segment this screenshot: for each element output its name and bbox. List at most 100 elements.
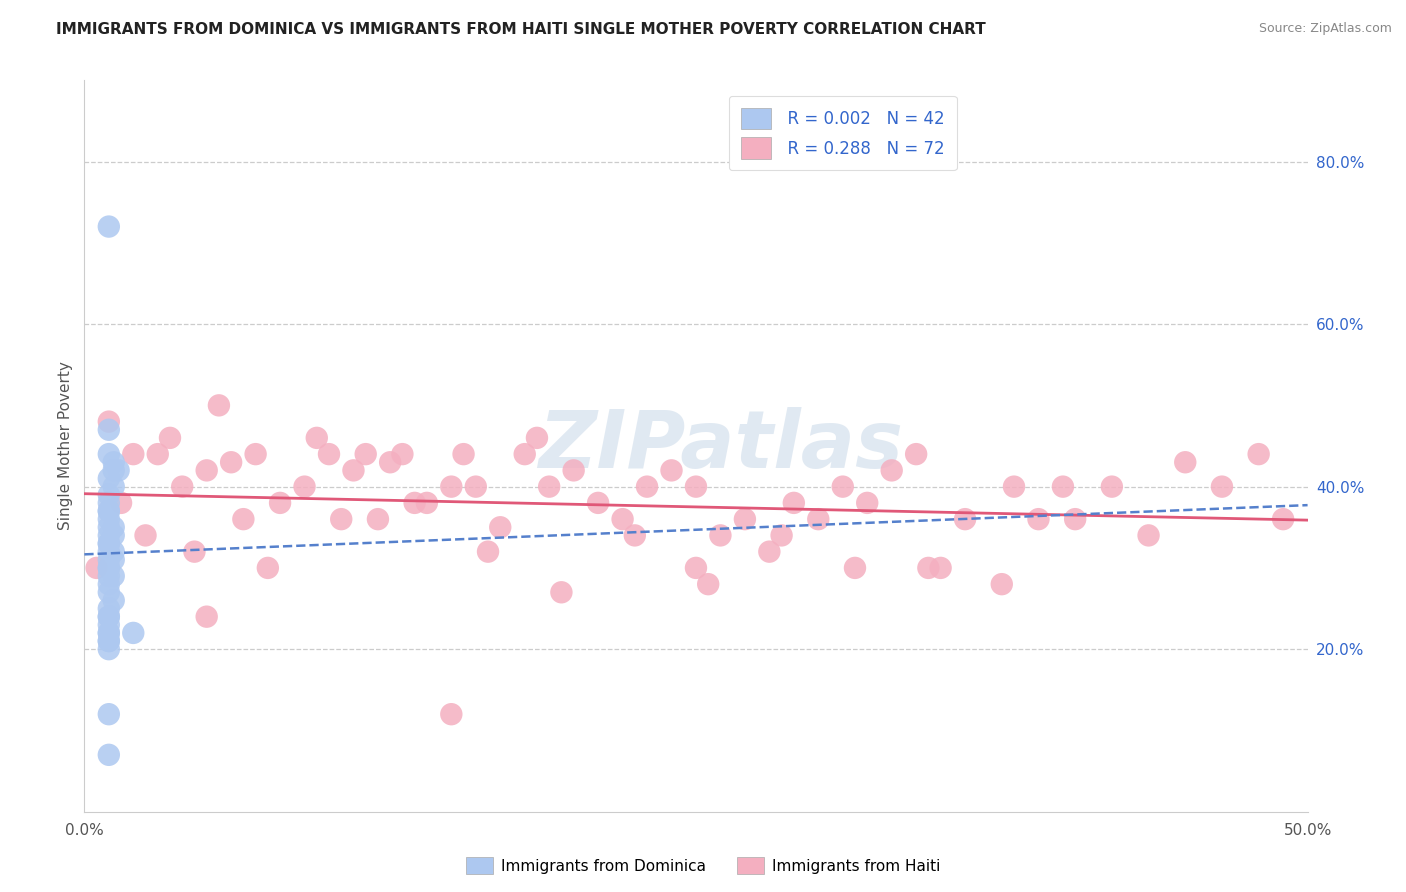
Point [103,463,125,477]
Point [208,398,231,412]
Text: IMMIGRANTS FROM DOMINICA VS IMMIGRANTS FROM HAITI SINGLE MOTHER POVERTY CORRELAT: IMMIGRANTS FROM DOMINICA VS IMMIGRANTS F… [56,22,986,37]
Text: Source: ZipAtlas.com: Source: ZipAtlas.com [1258,22,1392,36]
Point [97,415,120,429]
Point [103,544,125,558]
Point [97,536,120,550]
Point [269,496,291,510]
Point [219,455,242,469]
Point [86,561,108,575]
Point [367,512,389,526]
Point [831,480,853,494]
Point [1174,455,1197,469]
Point [97,528,120,542]
Point [103,569,125,583]
Point [917,561,939,575]
Point [183,544,205,558]
Point [103,520,125,534]
Point [697,577,720,591]
Point [1247,447,1270,461]
Point [97,642,120,657]
Point [97,504,120,518]
Point [97,504,120,518]
Point [404,496,426,510]
Y-axis label: Single Mother Poverty: Single Mother Poverty [58,361,73,531]
Point [97,634,120,648]
Point [1064,512,1087,526]
Point [97,601,120,615]
Point [416,496,439,510]
Point [1211,480,1233,494]
Point [586,496,609,510]
Point [97,553,120,567]
Point [103,528,125,542]
Point [245,447,267,461]
Point [97,626,120,640]
Point [97,512,120,526]
Point [97,569,120,583]
Point [232,512,254,526]
Point [97,561,120,575]
Point [103,553,125,567]
Point [97,544,120,558]
Point [612,512,634,526]
Point [172,480,194,494]
Point [880,463,903,477]
Point [97,617,120,632]
Point [354,447,377,461]
Point [734,512,756,526]
Point [342,463,364,477]
Point [97,471,120,485]
Point [122,447,145,461]
Point [1052,480,1074,494]
Point [380,455,402,469]
Point [783,496,806,510]
Point [929,561,952,575]
Point [195,609,218,624]
Point [330,512,353,526]
Point [562,463,585,477]
Point [770,528,793,542]
Point [97,520,120,534]
Point [477,544,499,558]
Point [513,447,536,461]
Point [685,480,707,494]
Point [538,480,561,494]
Point [97,609,120,624]
Point [294,480,316,494]
Point [103,593,125,607]
Text: ZIPatlas: ZIPatlas [538,407,903,485]
Point [1137,528,1160,542]
Point [103,480,125,494]
Point [318,447,340,461]
Point [489,520,512,534]
Point [97,488,120,502]
Point [146,447,169,461]
Point [97,609,120,624]
Point [807,512,830,526]
Point [122,626,145,640]
Point [526,431,548,445]
Point [991,577,1014,591]
Point [685,561,707,575]
Point [440,707,463,722]
Point [97,747,120,762]
Point [624,528,647,542]
Point [257,561,280,575]
Point [195,463,218,477]
Point [97,536,120,550]
Point [391,447,413,461]
Point [107,463,129,477]
Point [1101,480,1123,494]
Point [844,561,866,575]
Point [440,480,463,494]
Point [97,561,120,575]
Point [97,496,120,510]
Point [97,626,120,640]
Point [97,577,120,591]
Point [97,585,120,599]
Point [305,431,328,445]
Point [661,463,683,477]
Point [758,544,780,558]
Point [1002,480,1025,494]
Legend: Immigrants from Dominica, Immigrants from Haiti: Immigrants from Dominica, Immigrants fro… [460,851,946,880]
